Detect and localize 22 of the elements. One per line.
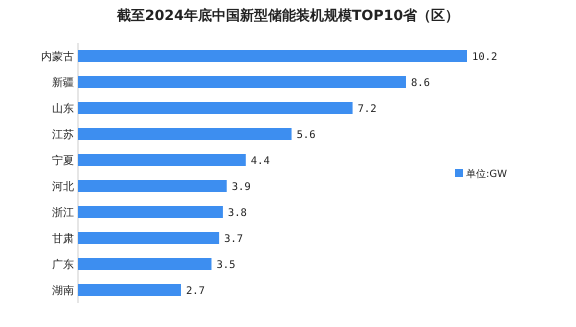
y-tick-label: 山东 [52, 102, 74, 115]
y-tick-label: 宁夏 [52, 154, 74, 167]
y-tick-label: 湖南 [52, 284, 74, 297]
y-tick-label: 河北 [52, 180, 74, 193]
y-tick-label: 浙江 [52, 206, 74, 219]
data-label: 2.7 [186, 285, 205, 297]
data-label: 8.6 [410, 77, 430, 89]
data-label: 10.2 [472, 51, 498, 63]
data-label: 5.6 [296, 129, 316, 141]
y-tick-label: 新疆 [52, 76, 74, 89]
y-tick-label: 江苏 [52, 128, 74, 141]
chart-title: 截至2024年底中国新型储能装机规模TOP10省（区） [116, 7, 460, 24]
y-tick-label: 广东 [52, 258, 74, 271]
data-label: 7.2 [358, 103, 377, 115]
data-label: 3.8 [228, 207, 247, 219]
legend-label: 单位:GW [466, 168, 508, 180]
data-label: 3.9 [232, 181, 251, 193]
data-label: 3.7 [224, 233, 244, 245]
data-label: 4.4 [250, 155, 270, 167]
y-tick-label: 甘肃 [52, 232, 74, 245]
data-label: 3.5 [216, 259, 236, 271]
y-tick-label: 内蒙古 [41, 50, 74, 63]
